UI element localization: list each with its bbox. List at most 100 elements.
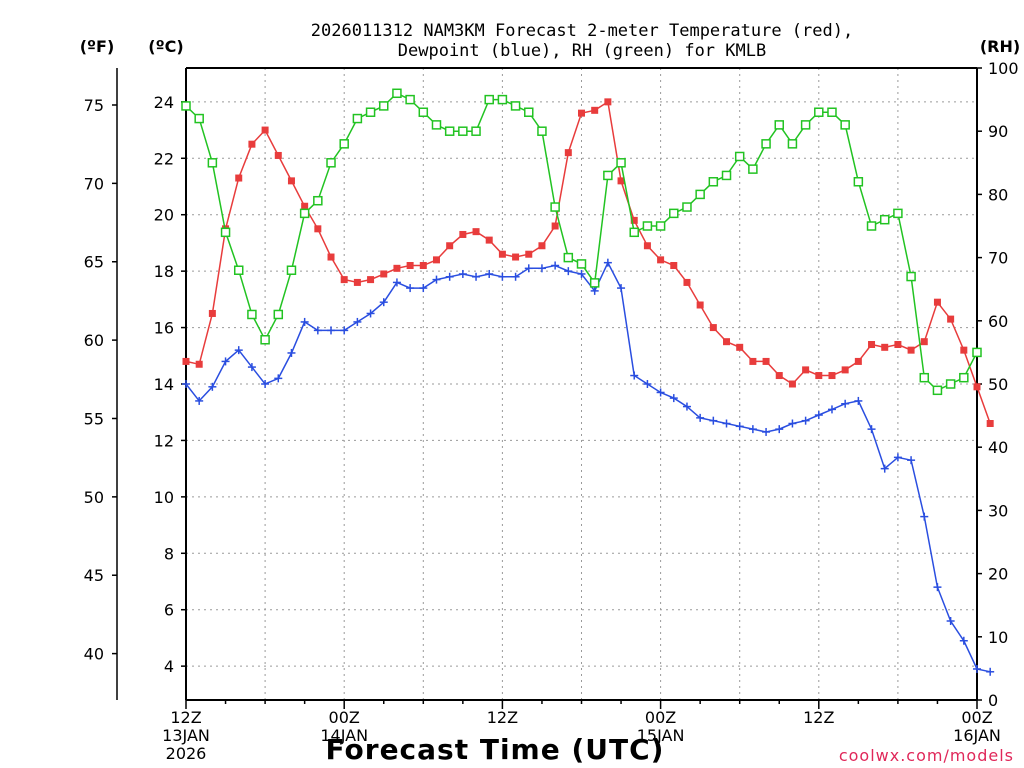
dewpoint-point — [524, 264, 533, 273]
temperature-point — [815, 372, 823, 380]
rh-point — [497, 94, 508, 105]
celsius-tick-label: 8 — [164, 544, 174, 563]
celsius-tick-label: 20 — [154, 206, 174, 225]
celsius-tick-label: 24 — [154, 93, 174, 112]
dewpoint-point — [498, 272, 507, 281]
temperature-point — [696, 301, 704, 309]
dewpoint-point — [234, 346, 243, 355]
axes: 40 45 50 55 60 65 70 75 4 6 8 10 12 14 16 18 20 22 24 0 10 20… — [84, 59, 1019, 763]
fahrenheit-tick-label: 60 — [84, 331, 104, 350]
temperature-point — [419, 262, 427, 269]
dewpoint-point — [577, 269, 586, 278]
rh-point — [840, 120, 850, 130]
rh-point — [510, 101, 521, 111]
x-tick-label: 2026 — [166, 744, 207, 763]
dewpoint-point — [327, 326, 336, 335]
temperature-point — [248, 140, 256, 148]
rh-tick-label: 10 — [988, 628, 1008, 647]
fahrenheit-tick-label: 50 — [84, 488, 104, 507]
rh-point — [379, 101, 389, 111]
rh-point — [682, 202, 692, 212]
dewpoint-point — [959, 636, 968, 645]
temperature-point — [182, 357, 190, 365]
rh-point — [576, 259, 587, 269]
rh-point — [299, 208, 310, 219]
x-axis-label: Forecast Time (UTC) — [326, 733, 665, 766]
dewpoint-point — [313, 326, 322, 335]
rh-tick-label: 30 — [988, 501, 1008, 520]
temperature-point — [380, 270, 388, 278]
rh-point — [194, 113, 204, 124]
rh-point — [603, 170, 613, 181]
temperature-point — [933, 298, 941, 306]
grid-lines — [186, 68, 977, 700]
rh-point — [431, 120, 442, 130]
temperature-point — [920, 338, 928, 346]
temperature-point — [498, 250, 506, 258]
temperature-point — [881, 343, 889, 351]
temperature-point — [301, 202, 309, 210]
rh-point — [326, 158, 336, 168]
temperature-point — [960, 346, 968, 354]
x-tick-label: 12Z — [170, 708, 201, 727]
x-tick-label: 00Z — [961, 708, 992, 727]
dewpoint-point — [814, 411, 823, 420]
rh-point — [761, 139, 771, 149]
temperature-point — [564, 149, 572, 157]
dewpoint-point — [669, 394, 678, 403]
temperature-point — [907, 346, 915, 354]
fahrenheit-tick-label: 75 — [84, 96, 104, 115]
temperature-point — [353, 278, 361, 286]
temperature-point — [736, 343, 744, 351]
dewpoint-point — [445, 272, 454, 281]
dewpoint-point — [300, 317, 309, 326]
temperature-line — [185, 100, 991, 424]
rh-point — [695, 189, 705, 200]
dewpoint-point — [274, 374, 283, 383]
x-tick-label: 12Z — [803, 708, 834, 727]
dewpoint-point — [841, 399, 850, 408]
temperature-point — [973, 383, 981, 391]
temperature-point — [538, 242, 546, 250]
temperature-point — [709, 324, 717, 332]
temperature-point — [617, 177, 625, 185]
dewpoint-point — [722, 419, 731, 428]
temperature-point — [195, 360, 203, 368]
rh-point — [879, 214, 890, 225]
dewpoint-point — [392, 278, 401, 287]
rh-point — [392, 88, 402, 99]
rh-point — [418, 107, 429, 117]
rh-point — [550, 202, 560, 212]
temperature-point — [406, 262, 414, 269]
rh-point — [748, 164, 758, 174]
x-tick-label: 13JAN — [162, 726, 210, 745]
rh-point — [207, 158, 218, 168]
rh-point — [893, 208, 903, 219]
temperature-point — [947, 315, 955, 323]
celsius-tick-label: 12 — [154, 431, 174, 450]
temperature-point — [854, 357, 862, 365]
temperature-point — [630, 216, 638, 224]
rh-unit-label: (RH) — [980, 37, 1020, 56]
rh-point — [774, 120, 784, 130]
temperature-point — [591, 106, 599, 114]
rh-point — [919, 372, 930, 383]
rh-point — [945, 379, 956, 389]
temperature-point — [604, 98, 612, 106]
rh-point — [444, 126, 455, 136]
rh-point — [471, 126, 481, 136]
dewpoint-point — [551, 261, 560, 270]
rh-point — [669, 208, 679, 219]
rh-point — [537, 126, 547, 136]
temperature-point — [868, 341, 876, 348]
rh-point — [734, 151, 745, 162]
dewpoint-point — [630, 371, 639, 380]
chart-title-line1: 2026011312 NAM3KM Forecast 2-meter Tempe… — [311, 21, 853, 41]
series-dewpoint — [182, 258, 995, 676]
dewpoint-point — [353, 317, 362, 326]
rh-point — [220, 227, 231, 238]
temperature-point — [274, 151, 282, 159]
dewpoint-point — [458, 269, 467, 278]
rh-point — [563, 252, 574, 263]
rh-point — [484, 94, 494, 105]
